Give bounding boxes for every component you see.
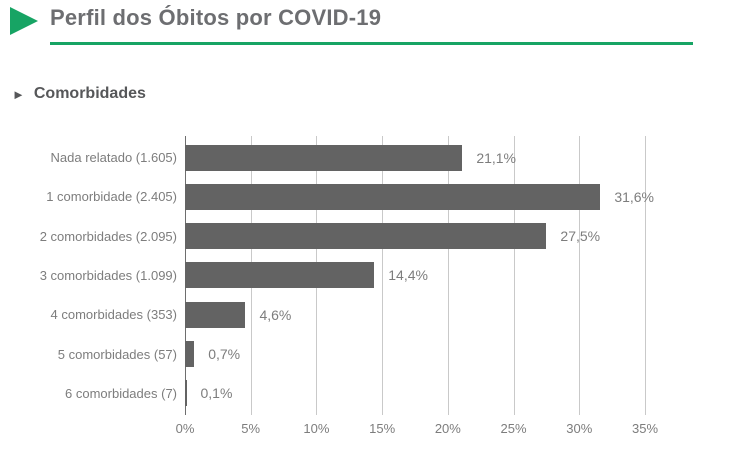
x-tick-label: 5%: [241, 421, 261, 436]
x-tick-label: 25%: [500, 421, 527, 436]
bar-row: 4,6%: [185, 295, 700, 334]
bar: [185, 183, 601, 210]
value-label: 21,1%: [476, 149, 517, 166]
bar: [185, 341, 195, 368]
value-label: 0,1%: [200, 385, 233, 402]
bar: [185, 223, 547, 250]
bar-rows: 21,1% 31,6% 27,5% 14,4% 4,6% 0,7% 0,1%: [185, 138, 700, 413]
bar-row: 0,7%: [185, 334, 700, 373]
value-label: 31,6%: [614, 188, 655, 205]
category-label: 3 comorbidades (1.099): [39, 267, 177, 283]
x-tick-label: 30%: [566, 421, 593, 436]
bar-row: 31,6%: [185, 177, 700, 216]
bar: [185, 380, 187, 407]
plot-area: 21,1% 31,6% 27,5% 14,4% 4,6% 0,7% 0,1% 0% 5% 10%…: [176, 136, 700, 436]
bar: [185, 301, 246, 328]
gridline: [447, 136, 449, 415]
category-label: 5 comorbidades (57): [57, 346, 177, 362]
gridline: [513, 136, 515, 415]
title-underline: [50, 42, 693, 45]
x-tick-label: 10%: [303, 421, 330, 436]
category-label: 1 comorbidade (2.405): [46, 189, 177, 205]
value-label: 4,6%: [259, 306, 292, 323]
x-tick-label: 35%: [631, 421, 659, 436]
category-label: 4 comorbidades (353): [50, 307, 177, 323]
x-tick-label: 15%: [369, 421, 396, 436]
bar-row: 27,5%: [185, 217, 700, 256]
value-label: 0,7%: [208, 346, 241, 363]
page-title: Perfil dos Óbitos por COVID-19: [50, 5, 382, 30]
gridline: [645, 136, 646, 415]
gridline: [579, 136, 581, 415]
section-marker-icon: ►: [12, 86, 25, 102]
value-label: 27,5%: [560, 228, 601, 245]
value-label: 14,4%: [388, 267, 428, 284]
bar-chart: Nada relatado (1.605) 1 comorbidade (2.40…: [0, 136, 736, 456]
x-tick-label: 20%: [434, 421, 461, 436]
bar-row: 14,4%: [185, 256, 700, 295]
category-label: 2 comorbidades (2.095): [39, 228, 177, 244]
x-tick-label: 0%: [175, 421, 195, 436]
gridline: [382, 136, 384, 415]
category-label: 6 comorbidades (7): [65, 385, 177, 401]
bar-row: 0,1%: [185, 374, 700, 413]
section-heading: ► Comorbidades: [12, 85, 146, 103]
bar: [185, 144, 463, 171]
section-label: Comorbidades: [33, 85, 146, 102]
category-axis: Nada relatado (1.605) 1 comorbidade (2.40…: [0, 138, 177, 413]
category-label: Nada relatado (1.605): [50, 150, 177, 166]
bar: [185, 262, 375, 289]
bar-row: 21,1%: [185, 138, 700, 177]
x-axis: 0% 5% 10% 15% 20% 25% 30% 35%: [176, 421, 700, 441]
title-triangle-icon: [10, 7, 38, 35]
